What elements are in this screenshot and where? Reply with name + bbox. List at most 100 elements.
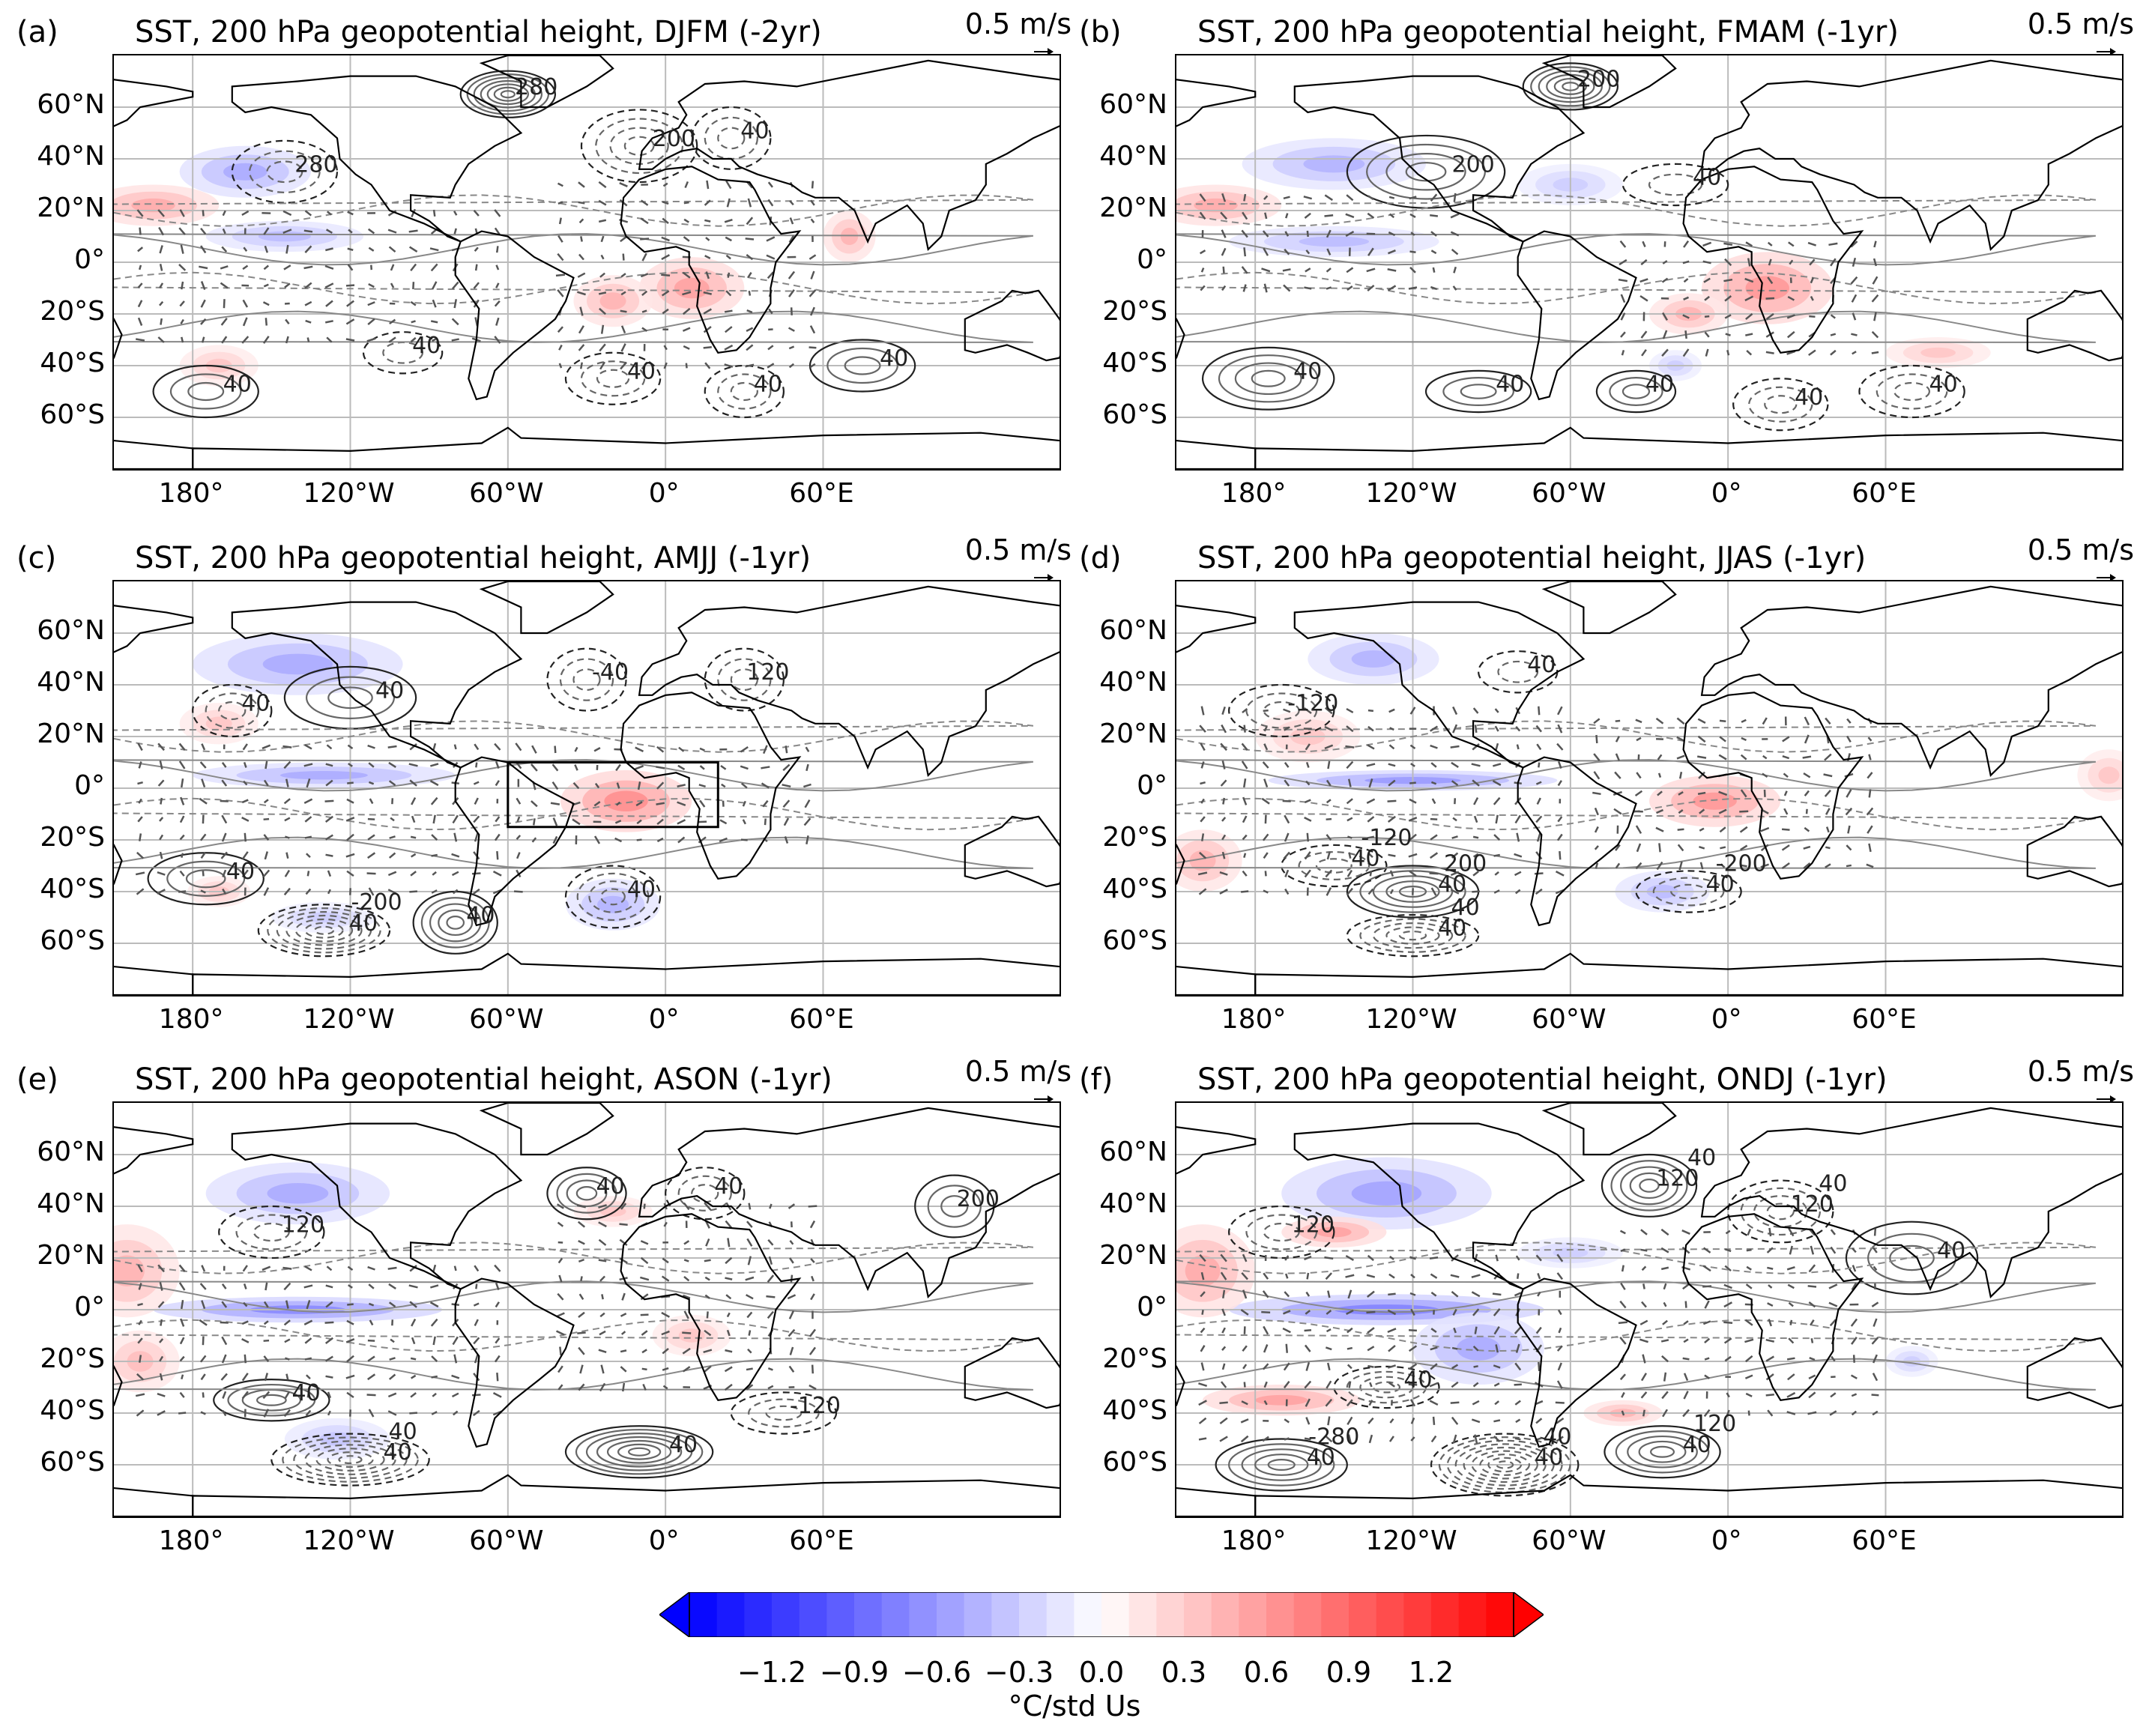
wind-vector: [242, 299, 249, 308]
positive-height-contour: [256, 1394, 287, 1406]
negative-height-contour: [235, 1214, 308, 1250]
wind-vector: [346, 870, 354, 877]
wind-vector: [1326, 834, 1332, 841]
latitude-tick: 0°: [74, 1292, 105, 1322]
wind-vector: [221, 779, 228, 787]
wind-vector: [369, 798, 374, 805]
wind-vector: [1493, 1419, 1501, 1423]
wind-vector: [410, 1357, 417, 1361]
contour-label: 40: [1693, 165, 1721, 191]
wind-vector: [1767, 1302, 1774, 1307]
colorbar-cell: [854, 1592, 883, 1637]
background-contour: [114, 310, 1033, 343]
wind-vector: [346, 1355, 354, 1363]
wind-vector: [388, 246, 396, 253]
wind-vector: [1619, 1337, 1627, 1345]
wind-vector: [1808, 1301, 1816, 1308]
wind-vector: [222, 210, 226, 217]
coastline: [1254, 426, 2122, 469]
wind-vector: [1765, 297, 1775, 300]
wind-vector: [1430, 231, 1437, 237]
coastline: [2026, 1337, 2122, 1409]
wind-vector: [810, 270, 815, 279]
negative-height-contour: [1740, 1187, 1821, 1236]
longitude-tick: 0°: [1711, 1004, 1742, 1035]
wind-vector: [1807, 241, 1817, 247]
wind-vector: [808, 289, 817, 297]
wind-vector: [284, 282, 291, 288]
wind-vector: [494, 227, 501, 235]
wind-vector: [283, 760, 291, 769]
wind-vector: [1200, 1327, 1206, 1334]
positive-height-contour: [1595, 369, 1677, 414]
wind-vector: [388, 761, 396, 769]
wind-vector: [1851, 1410, 1858, 1416]
wind-vector: [598, 1259, 607, 1262]
wind-vector: [578, 1240, 585, 1245]
wind-vector: [516, 797, 522, 805]
wind-vector: [1472, 853, 1479, 858]
negative-height-contour: [717, 658, 772, 701]
wind-vector: [746, 1238, 753, 1247]
wind-vector: [789, 200, 794, 206]
wind-vector: [1348, 852, 1352, 859]
negative-height-contour: [580, 360, 646, 397]
wind-vector: [724, 1366, 733, 1373]
wind-vector: [806, 835, 809, 844]
wind-vector: [579, 306, 584, 316]
wind-vector: [283, 1409, 291, 1418]
wind-vector: [1241, 760, 1248, 769]
wind-vector: [1243, 193, 1247, 202]
wind-vector: [551, 781, 559, 790]
wind-vector: [430, 263, 438, 272]
wind-vector: [1327, 1416, 1331, 1426]
wind-vector: [746, 344, 754, 351]
negative-height-contour: [748, 1398, 820, 1428]
colorbar-cell: [909, 1592, 937, 1637]
wind-vector: [516, 835, 522, 840]
wind-vector: [1639, 1338, 1648, 1343]
wind-vector: [1660, 1266, 1669, 1271]
wind-vector: [1221, 229, 1227, 238]
wind-vector: [1621, 1265, 1624, 1272]
wind-vector: [614, 837, 623, 843]
coastline: [454, 230, 575, 401]
wind-vector: [1662, 312, 1669, 321]
wind-vector: [1367, 725, 1374, 732]
wind-vectors: [1198, 1227, 1879, 1444]
wind-vector: [1810, 1319, 1815, 1326]
latitude-tick: 0°: [1137, 244, 1167, 275]
wind-vector: [1595, 862, 1599, 869]
wind-vector: [1830, 258, 1837, 267]
wind-vector: [684, 181, 689, 189]
wind-vector: [598, 1239, 607, 1246]
wind-vector: [368, 781, 375, 785]
background-contour: [114, 1358, 1033, 1391]
wind-vector: [682, 1331, 692, 1334]
wind-vector: [368, 887, 375, 896]
wind-vector: [1453, 266, 1457, 273]
colorbar-cell: [1046, 1592, 1074, 1637]
wind-vector: [1804, 790, 1810, 796]
contour-label: 40: [1438, 871, 1466, 898]
wind-vector: [1786, 1266, 1795, 1271]
contour-label: -200: [1716, 850, 1767, 877]
coastline: [454, 1277, 575, 1448]
wind-vector: [1765, 1355, 1775, 1362]
wind-vector: [1324, 744, 1334, 750]
wind-vector: [1388, 1273, 1395, 1279]
wind-vector: [1621, 350, 1625, 356]
wind-vector: [1347, 778, 1352, 787]
wind-vector: [704, 362, 711, 369]
wind-vector: [1368, 1434, 1373, 1444]
negative-height-contour: [765, 1405, 803, 1421]
wind-vector: [1789, 259, 1794, 265]
warm-sst-patch: [2098, 766, 2120, 784]
colorbar-cell: [964, 1592, 992, 1637]
wind-vector: [263, 1355, 270, 1363]
wind-vector: [1619, 1230, 1626, 1235]
wind-vector: [1409, 1292, 1416, 1296]
latitude-tick: 60°N: [37, 89, 105, 120]
wind-vector: [1345, 213, 1355, 219]
